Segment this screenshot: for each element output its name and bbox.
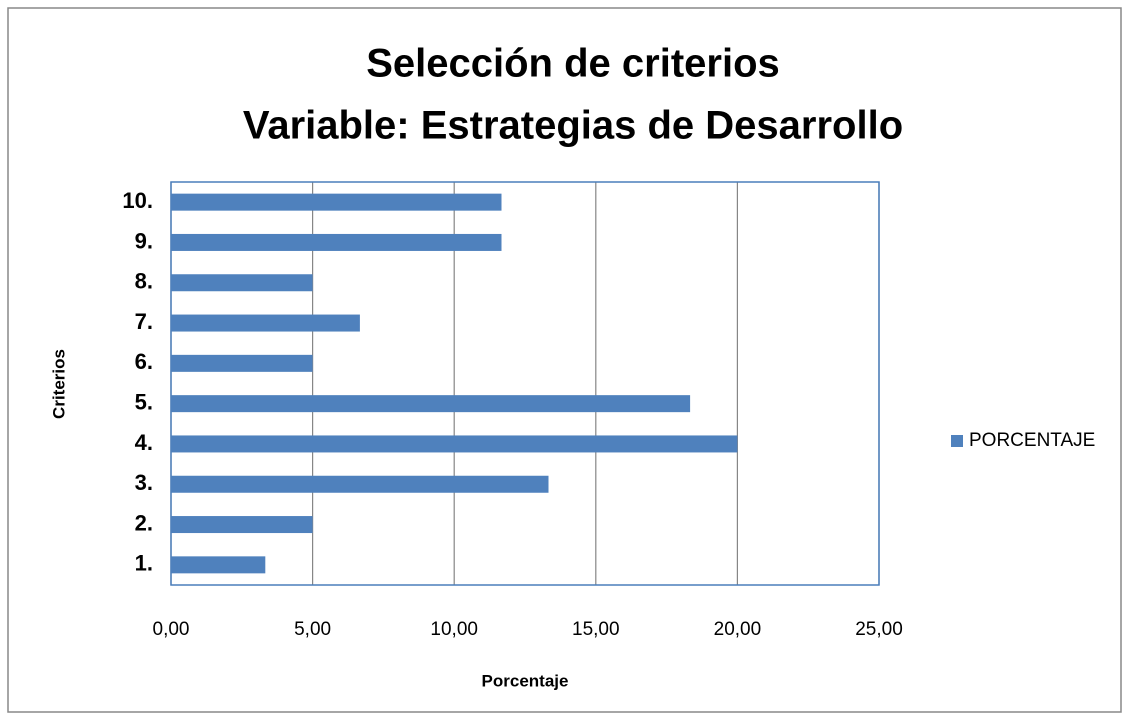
legend-swatch bbox=[951, 435, 963, 447]
chart-subtitle: Variable: Estrategias de Desarrollo bbox=[243, 104, 903, 148]
y-axis-title: Criterios bbox=[49, 349, 68, 419]
legend-label: PORCENTAJE bbox=[969, 430, 1095, 451]
bar bbox=[171, 233, 502, 251]
x-axis-title: Porcentaje bbox=[482, 671, 569, 690]
x-tick-label: 10,00 bbox=[430, 619, 478, 640]
y-tick-label: 3. bbox=[135, 470, 153, 495]
y-tick-label: 7. bbox=[135, 309, 153, 334]
y-tick-label: 10. bbox=[122, 188, 153, 213]
x-tick-label: 25,00 bbox=[855, 619, 903, 640]
bar bbox=[171, 435, 738, 453]
bar bbox=[171, 475, 549, 493]
y-tick-label: 2. bbox=[135, 510, 153, 535]
bar bbox=[171, 395, 691, 413]
x-tick-label: 20,00 bbox=[714, 619, 762, 640]
bar bbox=[171, 314, 360, 332]
y-tick-label: 6. bbox=[135, 349, 153, 374]
plot-border bbox=[170, 181, 880, 586]
y-tick-label: 4. bbox=[135, 430, 153, 455]
y-tick-label: 1. bbox=[135, 551, 153, 576]
bar bbox=[171, 274, 313, 292]
x-tick-label: 0,00 bbox=[153, 619, 190, 640]
chart-title: Selección de criterios bbox=[366, 42, 780, 86]
x-tick-label: 15,00 bbox=[572, 619, 620, 640]
y-tick-label: 5. bbox=[135, 389, 153, 414]
bar bbox=[171, 193, 502, 211]
bar bbox=[171, 516, 313, 534]
bar bbox=[171, 354, 313, 372]
y-tick-label: 9. bbox=[135, 228, 153, 253]
y-tick-label: 8. bbox=[135, 269, 153, 294]
x-tick-label: 5,00 bbox=[294, 619, 331, 640]
bar bbox=[171, 556, 266, 574]
